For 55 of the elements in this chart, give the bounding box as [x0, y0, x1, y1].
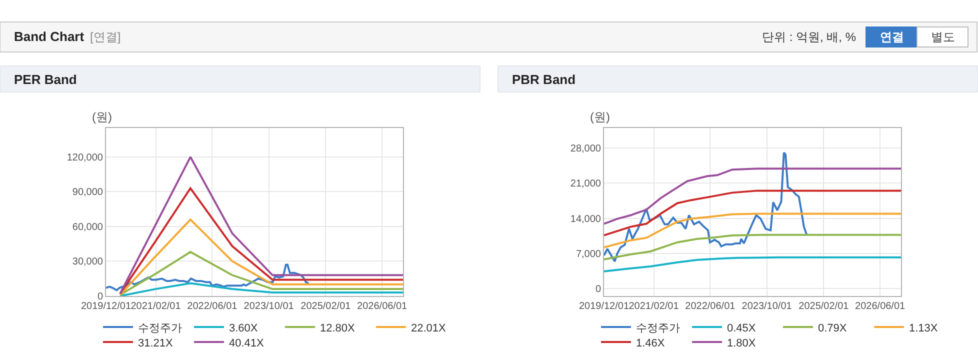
- line-series: [119, 250, 403, 296]
- x-tick-label: 2025/02/01: [300, 301, 352, 312]
- legend-label: 수정주가: [636, 322, 680, 334]
- legend-label: 1.13X: [909, 322, 938, 334]
- y-tick-label: 0: [97, 292, 104, 302]
- x-tick-label: 2022/06/01: [685, 301, 736, 312]
- x-tick-label: 2023/10/01: [742, 301, 792, 312]
- y-tick-label: 30,000: [72, 256, 104, 268]
- legend-label: 1.80X: [727, 337, 756, 350]
- legend-label: 1.46X: [636, 337, 666, 350]
- legend-label: 12.80X: [320, 322, 356, 334]
- line-series: [119, 156, 403, 295]
- legend-label: 40.41X: [229, 337, 265, 350]
- chart-title: PBR Band: [512, 72, 576, 87]
- text: 단위 : 억원, 배, %: [762, 30, 856, 44]
- y-tick-label: 60,000: [72, 222, 104, 233]
- line-series: [604, 256, 901, 272]
- y-tick-label: 120,000: [66, 152, 104, 164]
- x-tick-label: 2023/10/01: [244, 301, 294, 312]
- y-tick-label: 28,000: [570, 144, 602, 155]
- y-tick-label: 21,000: [570, 178, 602, 190]
- line-series: [119, 187, 403, 295]
- legend-label: 3.60X: [229, 322, 258, 334]
- line-series: [604, 234, 901, 260]
- x-tick-label: 2022/06/01: [187, 301, 238, 312]
- y-axis-title: (원): [92, 110, 112, 124]
- x-tick-label: 2021/02/01: [628, 301, 680, 312]
- text: [연결]: [90, 30, 121, 44]
- x-tick-label: 2019/12/01: [80, 301, 132, 312]
- text: 연결: [880, 30, 904, 44]
- text: 별도: [931, 30, 955, 44]
- line-series: [119, 218, 403, 296]
- x-tick-label: 2019/12/01: [578, 301, 630, 312]
- legend-label: 31.21X: [138, 337, 174, 350]
- x-tick-label: 2026/06/01: [357, 301, 408, 312]
- y-tick-label: 90,000: [72, 187, 104, 198]
- y-axis-title: (원): [590, 110, 610, 124]
- line-series: [604, 152, 808, 262]
- x-tick-label: 2021/02/01: [130, 301, 182, 312]
- line-series: [604, 168, 901, 225]
- x-tick-label: 2025/02/01: [798, 301, 850, 312]
- text: Band Chart: [14, 29, 85, 44]
- legend-label: 22.01X: [411, 322, 447, 334]
- y-tick-label: 14,000: [570, 214, 602, 225]
- legend-label: 0.79X: [818, 322, 848, 334]
- y-tick-label: 7,000: [576, 248, 602, 260]
- legend-label: 0.45X: [727, 322, 756, 334]
- y-tick-label: 0: [595, 284, 602, 295]
- line-series: [106, 264, 310, 292]
- chart-title: PER Band: [14, 72, 77, 87]
- line-series: [604, 212, 901, 248]
- line-series: [119, 282, 403, 296]
- legend-label: 수정주가: [138, 322, 182, 334]
- x-tick-label: 2026/06/01: [855, 301, 906, 312]
- line-series: [604, 190, 901, 236]
